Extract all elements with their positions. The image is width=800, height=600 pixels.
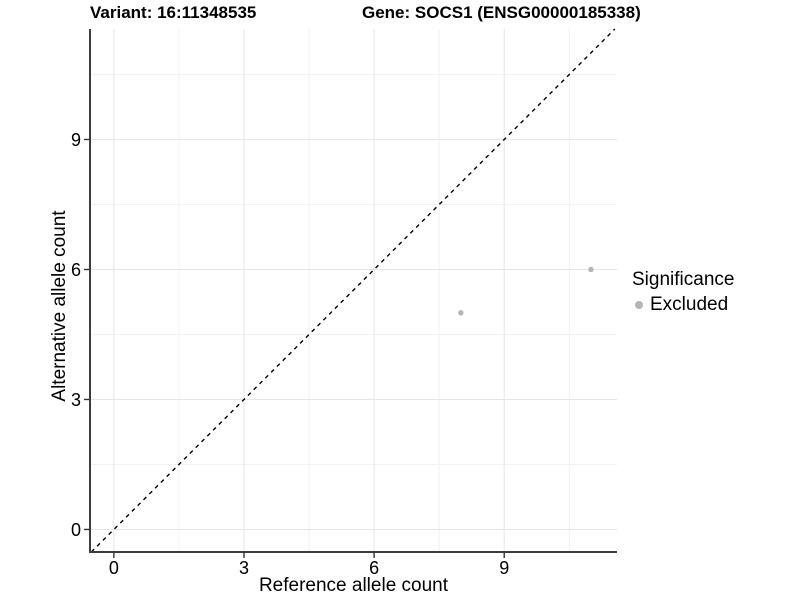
legend: Significance Excluded: [630, 269, 734, 316]
x-axis-title: Reference allele count: [258, 575, 449, 596]
y-tick-label: 0: [71, 520, 81, 540]
data-point: [588, 266, 594, 273]
excluded-dot-icon: [635, 301, 643, 309]
x-tick-label: 3: [239, 558, 249, 578]
x-tick-label: 9: [499, 558, 509, 578]
x-tick-label: 6: [369, 558, 379, 578]
x-tick-label: 0: [109, 558, 119, 578]
y-axis-title: Alternative allele count: [49, 210, 70, 402]
data-point: [458, 310, 464, 316]
identity-dashed-line: [90, 28, 616, 553]
y-tick-label: 9: [71, 130, 81, 150]
legend-item-excluded: Excluded: [630, 294, 734, 316]
plot-title-gene: Gene: SOCS1 (ENSG00000185338): [362, 3, 641, 22]
y-tick-label: 6: [71, 260, 81, 280]
plot-title-variant: Variant: 16:11348535: [90, 3, 257, 22]
legend-title: Significance: [632, 269, 735, 290]
legend-item-label: Excluded: [650, 294, 729, 315]
y-tick-label: 3: [71, 390, 81, 410]
